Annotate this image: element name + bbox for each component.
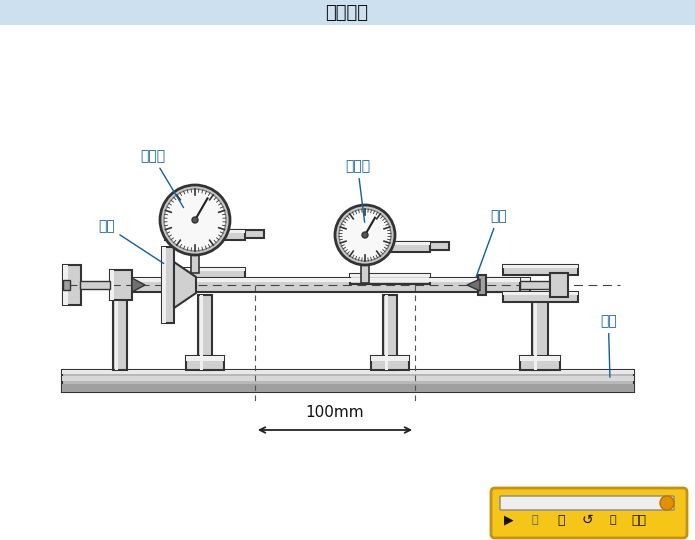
Bar (130, 278, 530, 282)
Bar (534, 295, 537, 370)
Bar (80, 281, 110, 289)
Text: 返回: 返回 (632, 514, 646, 526)
Text: ⏸: ⏸ (532, 515, 539, 525)
Text: 平板: 平板 (600, 314, 616, 377)
Bar (115, 297, 118, 370)
Text: 气门检测: 气门检测 (325, 4, 368, 22)
Bar (520, 356, 560, 361)
Bar (200, 295, 203, 370)
Circle shape (335, 205, 395, 265)
Bar (63, 265, 81, 305)
Bar (130, 278, 530, 292)
Bar (480, 278, 520, 292)
Circle shape (339, 209, 391, 261)
Bar (191, 253, 199, 273)
Bar (371, 356, 409, 361)
Text: 顶尖: 顶尖 (476, 209, 507, 278)
Bar (550, 273, 568, 297)
Bar (371, 356, 409, 370)
Circle shape (660, 496, 674, 510)
Bar (0, 0, 695, 25)
Bar (110, 270, 114, 300)
Bar (63, 280, 70, 290)
Bar (502, 292, 578, 302)
Bar (502, 292, 578, 295)
Bar (350, 242, 430, 245)
Bar (198, 295, 212, 370)
Text: 气门: 气门 (98, 219, 164, 264)
Bar (350, 274, 430, 277)
Circle shape (164, 189, 226, 251)
Text: 🔇: 🔇 (610, 515, 616, 525)
Bar (383, 295, 397, 370)
Polygon shape (174, 262, 196, 308)
Text: 100mm: 100mm (306, 405, 364, 420)
Circle shape (160, 185, 230, 255)
Bar (478, 275, 486, 295)
Bar (385, 295, 388, 370)
Bar (186, 356, 224, 370)
FancyBboxPatch shape (491, 488, 687, 538)
Bar (165, 268, 245, 278)
Bar (63, 265, 68, 305)
Text: 百分表: 百分表 (345, 159, 370, 222)
Bar (62, 370, 634, 392)
Bar (62, 370, 634, 374)
Bar (113, 297, 127, 370)
Bar (186, 356, 224, 361)
Bar (520, 281, 550, 289)
Text: ↺: ↺ (581, 513, 593, 527)
Bar (212, 230, 264, 238)
Circle shape (362, 232, 368, 238)
Bar (165, 230, 245, 240)
Circle shape (192, 217, 198, 223)
Bar (110, 270, 132, 300)
Bar (162, 247, 174, 323)
Bar (502, 265, 578, 275)
Bar (62, 376, 634, 381)
Bar (502, 265, 578, 268)
Bar (350, 274, 430, 284)
Text: ▶: ▶ (504, 514, 514, 526)
Text: ⏹: ⏹ (557, 514, 565, 526)
Bar (350, 242, 430, 252)
Bar (520, 356, 560, 370)
Bar (165, 230, 245, 233)
Bar (361, 263, 369, 283)
Polygon shape (467, 279, 480, 291)
Text: 百分表: 百分表 (140, 149, 183, 207)
FancyBboxPatch shape (500, 496, 674, 510)
Bar (397, 242, 449, 250)
Bar (532, 295, 548, 370)
Polygon shape (132, 278, 145, 292)
Bar (480, 278, 520, 282)
Bar (162, 247, 166, 323)
Bar (62, 384, 634, 392)
Bar (165, 268, 245, 271)
